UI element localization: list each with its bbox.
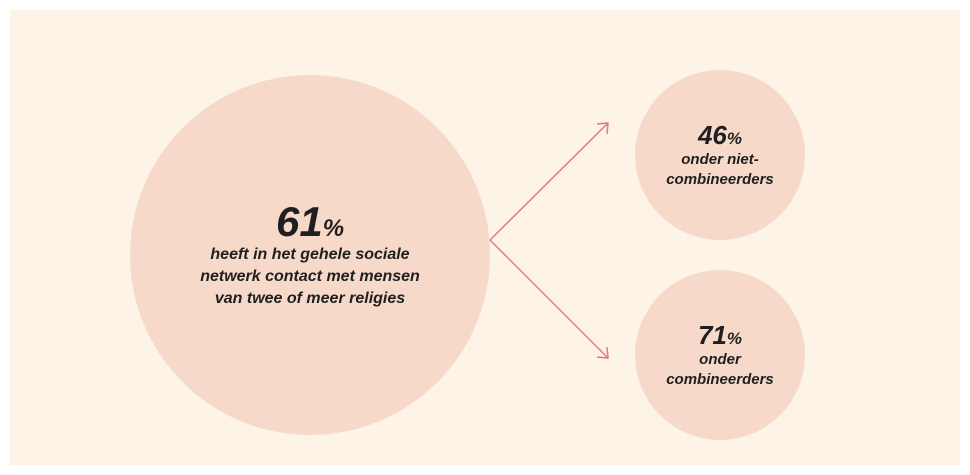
value: 71 <box>697 320 727 350</box>
unit: % <box>322 215 345 242</box>
label-line: netwerk contact met mensen <box>200 268 420 285</box>
circle: 61% heeft in het gehele sociale netwerk co… <box>130 75 490 435</box>
label-line: van twee of meer religies <box>214 290 406 307</box>
circle: 71% onder combineerders <box>635 270 805 440</box>
percentage: 46% <box>698 120 742 150</box>
value: 46 <box>697 120 727 150</box>
label-line: combineerders <box>666 371 774 388</box>
arrow-down <box>489 239 609 359</box>
label-line: heeft in het gehele sociale <box>210 246 410 263</box>
percentage: 71% <box>698 320 742 350</box>
label-line: onder <box>699 351 741 368</box>
unit: % <box>726 129 743 148</box>
arrow-up <box>489 122 609 241</box>
value: 61 <box>275 198 323 245</box>
arrow-head <box>596 122 609 135</box>
unit: % <box>726 329 743 348</box>
circle: 46% onder niet-combineerders <box>635 70 805 240</box>
label-line: combineerders <box>666 171 774 188</box>
percentage: 61% <box>276 200 344 244</box>
label-line: onder niet- <box>681 151 759 168</box>
arrow-head <box>596 346 609 359</box>
